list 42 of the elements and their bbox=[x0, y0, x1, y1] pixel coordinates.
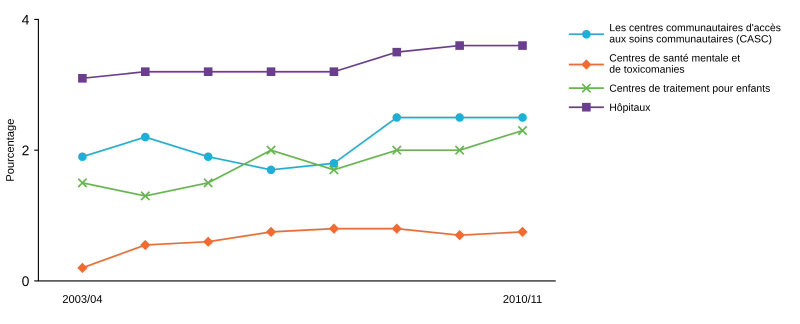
point bbox=[454, 145, 465, 156]
point bbox=[140, 240, 150, 250]
y-tick-label: 4 bbox=[22, 14, 29, 24]
point bbox=[330, 67, 338, 76]
point bbox=[392, 145, 402, 156]
point bbox=[78, 152, 87, 162]
point bbox=[518, 227, 528, 237]
point bbox=[518, 41, 527, 50]
point bbox=[518, 113, 527, 122]
point bbox=[77, 178, 88, 188]
y-tick-label: 2 bbox=[22, 146, 29, 156]
point bbox=[204, 67, 212, 76]
point bbox=[455, 41, 464, 50]
point bbox=[78, 74, 87, 83]
point bbox=[78, 263, 88, 273]
point bbox=[266, 165, 276, 174]
point bbox=[329, 224, 339, 234]
legend-label: Les centres communautaires d'accès aux soins communautaires (CASC) bbox=[610, 23, 781, 45]
point bbox=[203, 236, 213, 246]
point bbox=[204, 152, 212, 162]
point bbox=[330, 158, 338, 168]
point bbox=[518, 126, 528, 136]
point bbox=[266, 67, 276, 76]
point bbox=[203, 178, 214, 188]
point bbox=[140, 132, 150, 142]
x-tick-label: 2003/04 bbox=[62, 294, 102, 303]
point bbox=[266, 145, 276, 156]
point bbox=[140, 67, 150, 76]
point bbox=[454, 230, 464, 240]
x-tick-label: 2010/11 bbox=[503, 294, 542, 303]
y-axis-title: Pourcentage bbox=[6, 119, 16, 181]
y-tick-label: 0 bbox=[22, 276, 29, 286]
point bbox=[266, 227, 276, 237]
point bbox=[392, 224, 402, 234]
point bbox=[140, 190, 150, 201]
point bbox=[328, 164, 339, 175]
point bbox=[455, 113, 464, 122]
point bbox=[392, 113, 402, 122]
legend-label: Centres de traitement pour enfants bbox=[610, 84, 770, 94]
legend-label: Hôpitaux bbox=[610, 103, 650, 114]
legend-label: Centres de santé mentale et de toxicomanies bbox=[610, 54, 740, 73]
point bbox=[392, 48, 402, 56]
